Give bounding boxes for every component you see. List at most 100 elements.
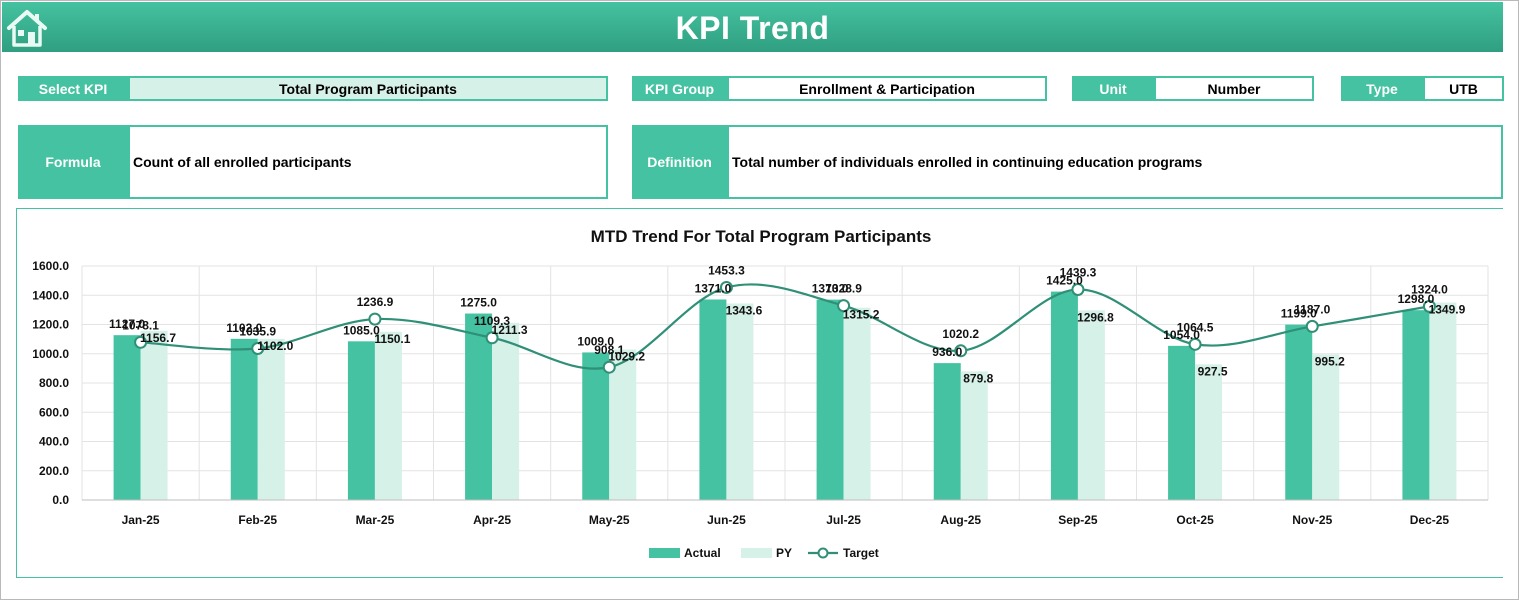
home-icon[interactable] [6, 8, 48, 48]
x-tick-label: Sep-25 [1058, 513, 1098, 527]
target-marker [1188, 337, 1202, 351]
select-kpi-field: Select KPI Total Program Participants [18, 76, 608, 101]
data-label-py: 1150.1 [374, 332, 410, 346]
target-marker [837, 299, 851, 313]
type-value: UTB [1423, 76, 1504, 101]
target-marker [602, 360, 616, 374]
bar-py [374, 331, 402, 500]
y-tick-label: 1200.0 [32, 318, 69, 332]
data-label-actual: 1370.0 [812, 282, 849, 296]
type-label: Type [1341, 76, 1423, 101]
legend-swatch-py [741, 548, 772, 558]
data-label-actual: 1085.0 [343, 323, 380, 337]
bar-py [726, 303, 754, 500]
x-tick-label: Jun-25 [707, 513, 746, 527]
y-tick-label: 1600.0 [32, 259, 69, 273]
select-kpi-dropdown[interactable]: Total Program Participants [128, 76, 608, 101]
x-tick-label: Mar-25 [356, 513, 395, 527]
bar-py [257, 338, 285, 500]
data-label-py: 1156.7 [140, 331, 176, 345]
bar-py [1195, 364, 1223, 500]
definition-text: Total number of individuals enrolled in … [727, 125, 1503, 199]
data-label-target: 1236.9 [357, 295, 394, 309]
data-label-py: 1102.0 [257, 339, 293, 353]
target-marker [1422, 299, 1436, 313]
chart-panel: MTD Trend For Total Program Participants… [16, 208, 1503, 578]
bar-py [960, 371, 988, 500]
data-label-py: 879.8 [963, 371, 993, 385]
target-marker [368, 312, 382, 326]
kpi-group-value: Enrollment & Participation [727, 76, 1047, 101]
y-tick-label: 1000.0 [32, 347, 69, 361]
data-label-target: 1109.3 [474, 314, 510, 328]
target-marker [719, 280, 733, 294]
formula-box: Formula Count of all enrolled participan… [18, 125, 608, 199]
formula-text: Count of all enrolled participants [128, 125, 608, 199]
bar-actual [1050, 291, 1078, 500]
y-tick-label: 800.0 [39, 376, 69, 390]
bar-actual [465, 313, 493, 500]
data-label-actual: 1371.0 [695, 281, 732, 295]
type-field: Type UTB [1341, 76, 1504, 101]
bar-actual [933, 363, 961, 500]
data-label-actual: 1127.0 [109, 317, 145, 331]
data-label-target: 1324.0 [1411, 282, 1448, 296]
x-tick-label: Aug-25 [940, 513, 981, 527]
definition-label: Definition [632, 125, 727, 199]
target-marker [1305, 319, 1319, 333]
y-tick-label: 200.0 [39, 464, 69, 478]
bar-py [1429, 302, 1457, 500]
unit-field: Unit Number [1072, 76, 1314, 101]
data-label-py: 1296.8 [1077, 310, 1114, 324]
target-marker [1071, 283, 1085, 297]
bar-actual [113, 335, 141, 500]
unit-value: Number [1154, 76, 1314, 101]
legend-label-target: Target [843, 546, 879, 560]
data-label-target: 1035.9 [239, 324, 276, 338]
unit-label: Unit [1072, 76, 1154, 101]
x-tick-label: Dec-25 [1410, 513, 1450, 527]
bar-py [1312, 354, 1340, 500]
y-tick-label: 600.0 [39, 405, 69, 419]
data-label-py: 1315.2 [843, 308, 880, 322]
data-label-target: 1020.2 [942, 327, 979, 341]
y-tick-label: 1400.0 [32, 288, 69, 302]
x-tick-label: Oct-25 [1176, 513, 1214, 527]
data-label-target: 1328.9 [825, 282, 862, 296]
x-tick-label: Apr-25 [473, 513, 511, 527]
data-label-actual: 1275.0 [460, 296, 497, 310]
bar-actual [230, 338, 258, 500]
y-tick-label: 0.0 [52, 493, 69, 507]
bar-py [1077, 310, 1105, 500]
select-kpi-label: Select KPI [18, 76, 128, 101]
x-tick-label: Jul-25 [826, 513, 861, 527]
data-label-py: 1343.6 [726, 303, 763, 317]
legend-swatch-actual [649, 548, 680, 558]
legend-label-py: PY [776, 546, 792, 560]
data-label-target: 1453.3 [708, 263, 745, 277]
bar-actual [1168, 345, 1196, 500]
x-tick-label: Jan-25 [122, 513, 160, 527]
data-label-actual: 1054.0 [1163, 328, 1200, 342]
data-label-target: 1439.3 [1060, 266, 1097, 280]
data-label-target: 1064.5 [1177, 320, 1214, 334]
target-marker [485, 331, 499, 345]
data-label-actual: 1009.0 [577, 334, 614, 348]
data-label-actual: 936.0 [932, 345, 962, 359]
y-tick-label: 400.0 [39, 435, 69, 449]
chart-title: MTD Trend For Total Program Participants [591, 227, 932, 246]
data-label-actual: 1102.0 [226, 321, 262, 335]
bar-py [140, 330, 168, 500]
data-label-target: 1187.0 [1294, 302, 1330, 316]
data-label-py: 995.2 [1315, 354, 1345, 368]
bar-actual [347, 341, 375, 500]
target-marker [251, 341, 265, 355]
formula-label: Formula [18, 125, 128, 199]
header-banner: KPI Trend [2, 2, 1503, 52]
bar-actual [582, 352, 610, 500]
data-label-actual: 1298.0 [1398, 292, 1435, 306]
kpi-group-label: KPI Group [632, 76, 727, 101]
legend-label-actual: Actual [684, 546, 721, 560]
kpi-group-field: KPI Group Enrollment & Participation [632, 76, 1047, 101]
target-marker [134, 335, 148, 349]
